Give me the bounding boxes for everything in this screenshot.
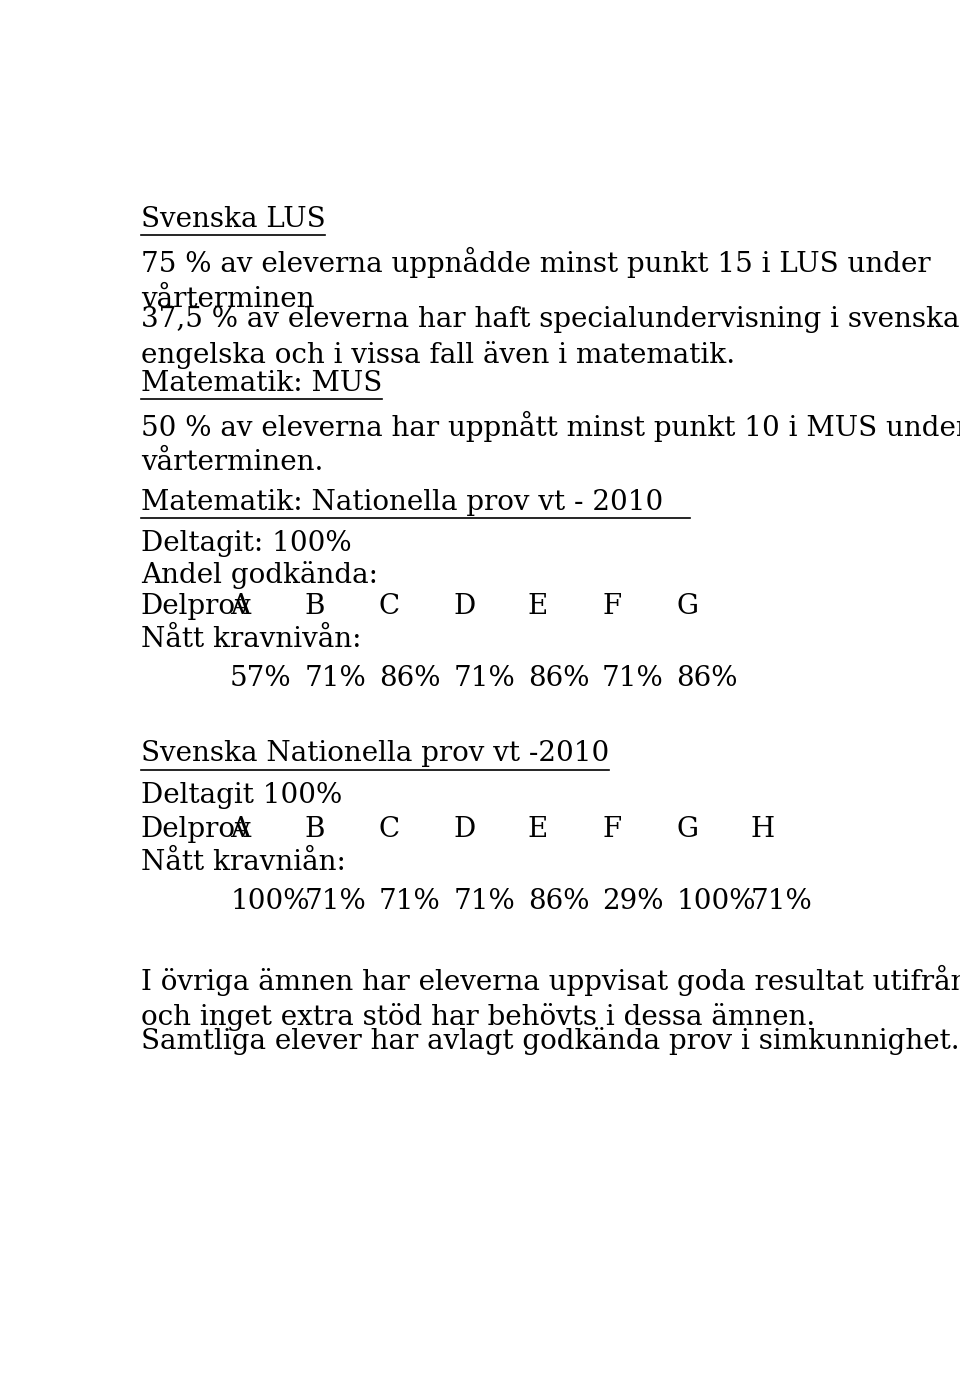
Text: 100%: 100% — [677, 889, 756, 915]
Text: 75 % av eleverna uppnådde minst punkt 15 i LUS under
vårterminen: 75 % av eleverna uppnådde minst punkt 15… — [141, 247, 930, 313]
Text: Svenska Nationella prov vt -2010: Svenska Nationella prov vt -2010 — [141, 741, 609, 767]
Text: 71%: 71% — [304, 665, 367, 691]
Text: 86%: 86% — [528, 665, 589, 691]
Text: Andel godkända:: Andel godkända: — [141, 560, 378, 589]
Text: Delprov: Delprov — [141, 593, 252, 620]
Text: D: D — [453, 816, 475, 843]
Text: 86%: 86% — [379, 665, 441, 691]
Text: Matematik: MUS: Matematik: MUS — [141, 370, 382, 396]
Text: F: F — [602, 593, 621, 620]
Text: 71%: 71% — [453, 889, 516, 915]
Text: B: B — [304, 816, 325, 843]
Text: 71%: 71% — [304, 889, 367, 915]
Text: E: E — [528, 816, 548, 843]
Text: 50 % av eleverna har uppnått minst punkt 10 i MUS under
vårterminen.: 50 % av eleverna har uppnått minst punkt… — [141, 411, 960, 476]
Text: B: B — [304, 593, 325, 620]
Text: A: A — [230, 816, 251, 843]
Text: 57%: 57% — [230, 665, 292, 691]
Text: I övriga ämnen har eleverna uppvisat goda resultat utifrån målen
och inget extra: I övriga ämnen har eleverna uppvisat god… — [141, 965, 960, 1031]
Text: G: G — [677, 816, 699, 843]
Text: 71%: 71% — [751, 889, 813, 915]
Text: Nått kravniån:: Nått kravniån: — [141, 849, 346, 876]
Text: C: C — [379, 816, 400, 843]
Text: F: F — [602, 816, 621, 843]
Text: A: A — [230, 593, 251, 620]
Text: 71%: 71% — [379, 889, 441, 915]
Text: D: D — [453, 593, 475, 620]
Text: Deltagit 100%: Deltagit 100% — [141, 782, 342, 809]
Text: Svenska LUS: Svenska LUS — [141, 206, 325, 233]
Text: G: G — [677, 593, 699, 620]
Text: 86%: 86% — [528, 889, 589, 915]
Text: 71%: 71% — [602, 665, 664, 691]
Text: Deltagit: 100%: Deltagit: 100% — [141, 530, 351, 558]
Text: Matematik: Nationella prov vt - 2010: Matematik: Nationella prov vt - 2010 — [141, 489, 689, 516]
Text: E: E — [528, 593, 548, 620]
Text: Delprov: Delprov — [141, 816, 252, 843]
Text: H: H — [751, 816, 775, 843]
Text: 86%: 86% — [677, 665, 738, 691]
Text: 71%: 71% — [453, 665, 516, 691]
Text: 29%: 29% — [602, 889, 663, 915]
Text: Samtliga elever har avlagt godkända prov i simkunnighet.: Samtliga elever har avlagt godkända prov… — [141, 1027, 959, 1056]
Text: 100%: 100% — [230, 889, 310, 915]
Text: C: C — [379, 593, 400, 620]
Text: 37,5 % av eleverna har haft specialundervisning i svenska och
engelska och i vis: 37,5 % av eleverna har haft specialunder… — [141, 306, 960, 368]
Text: Nått kravnivån:: Nått kravnivån: — [141, 625, 361, 653]
